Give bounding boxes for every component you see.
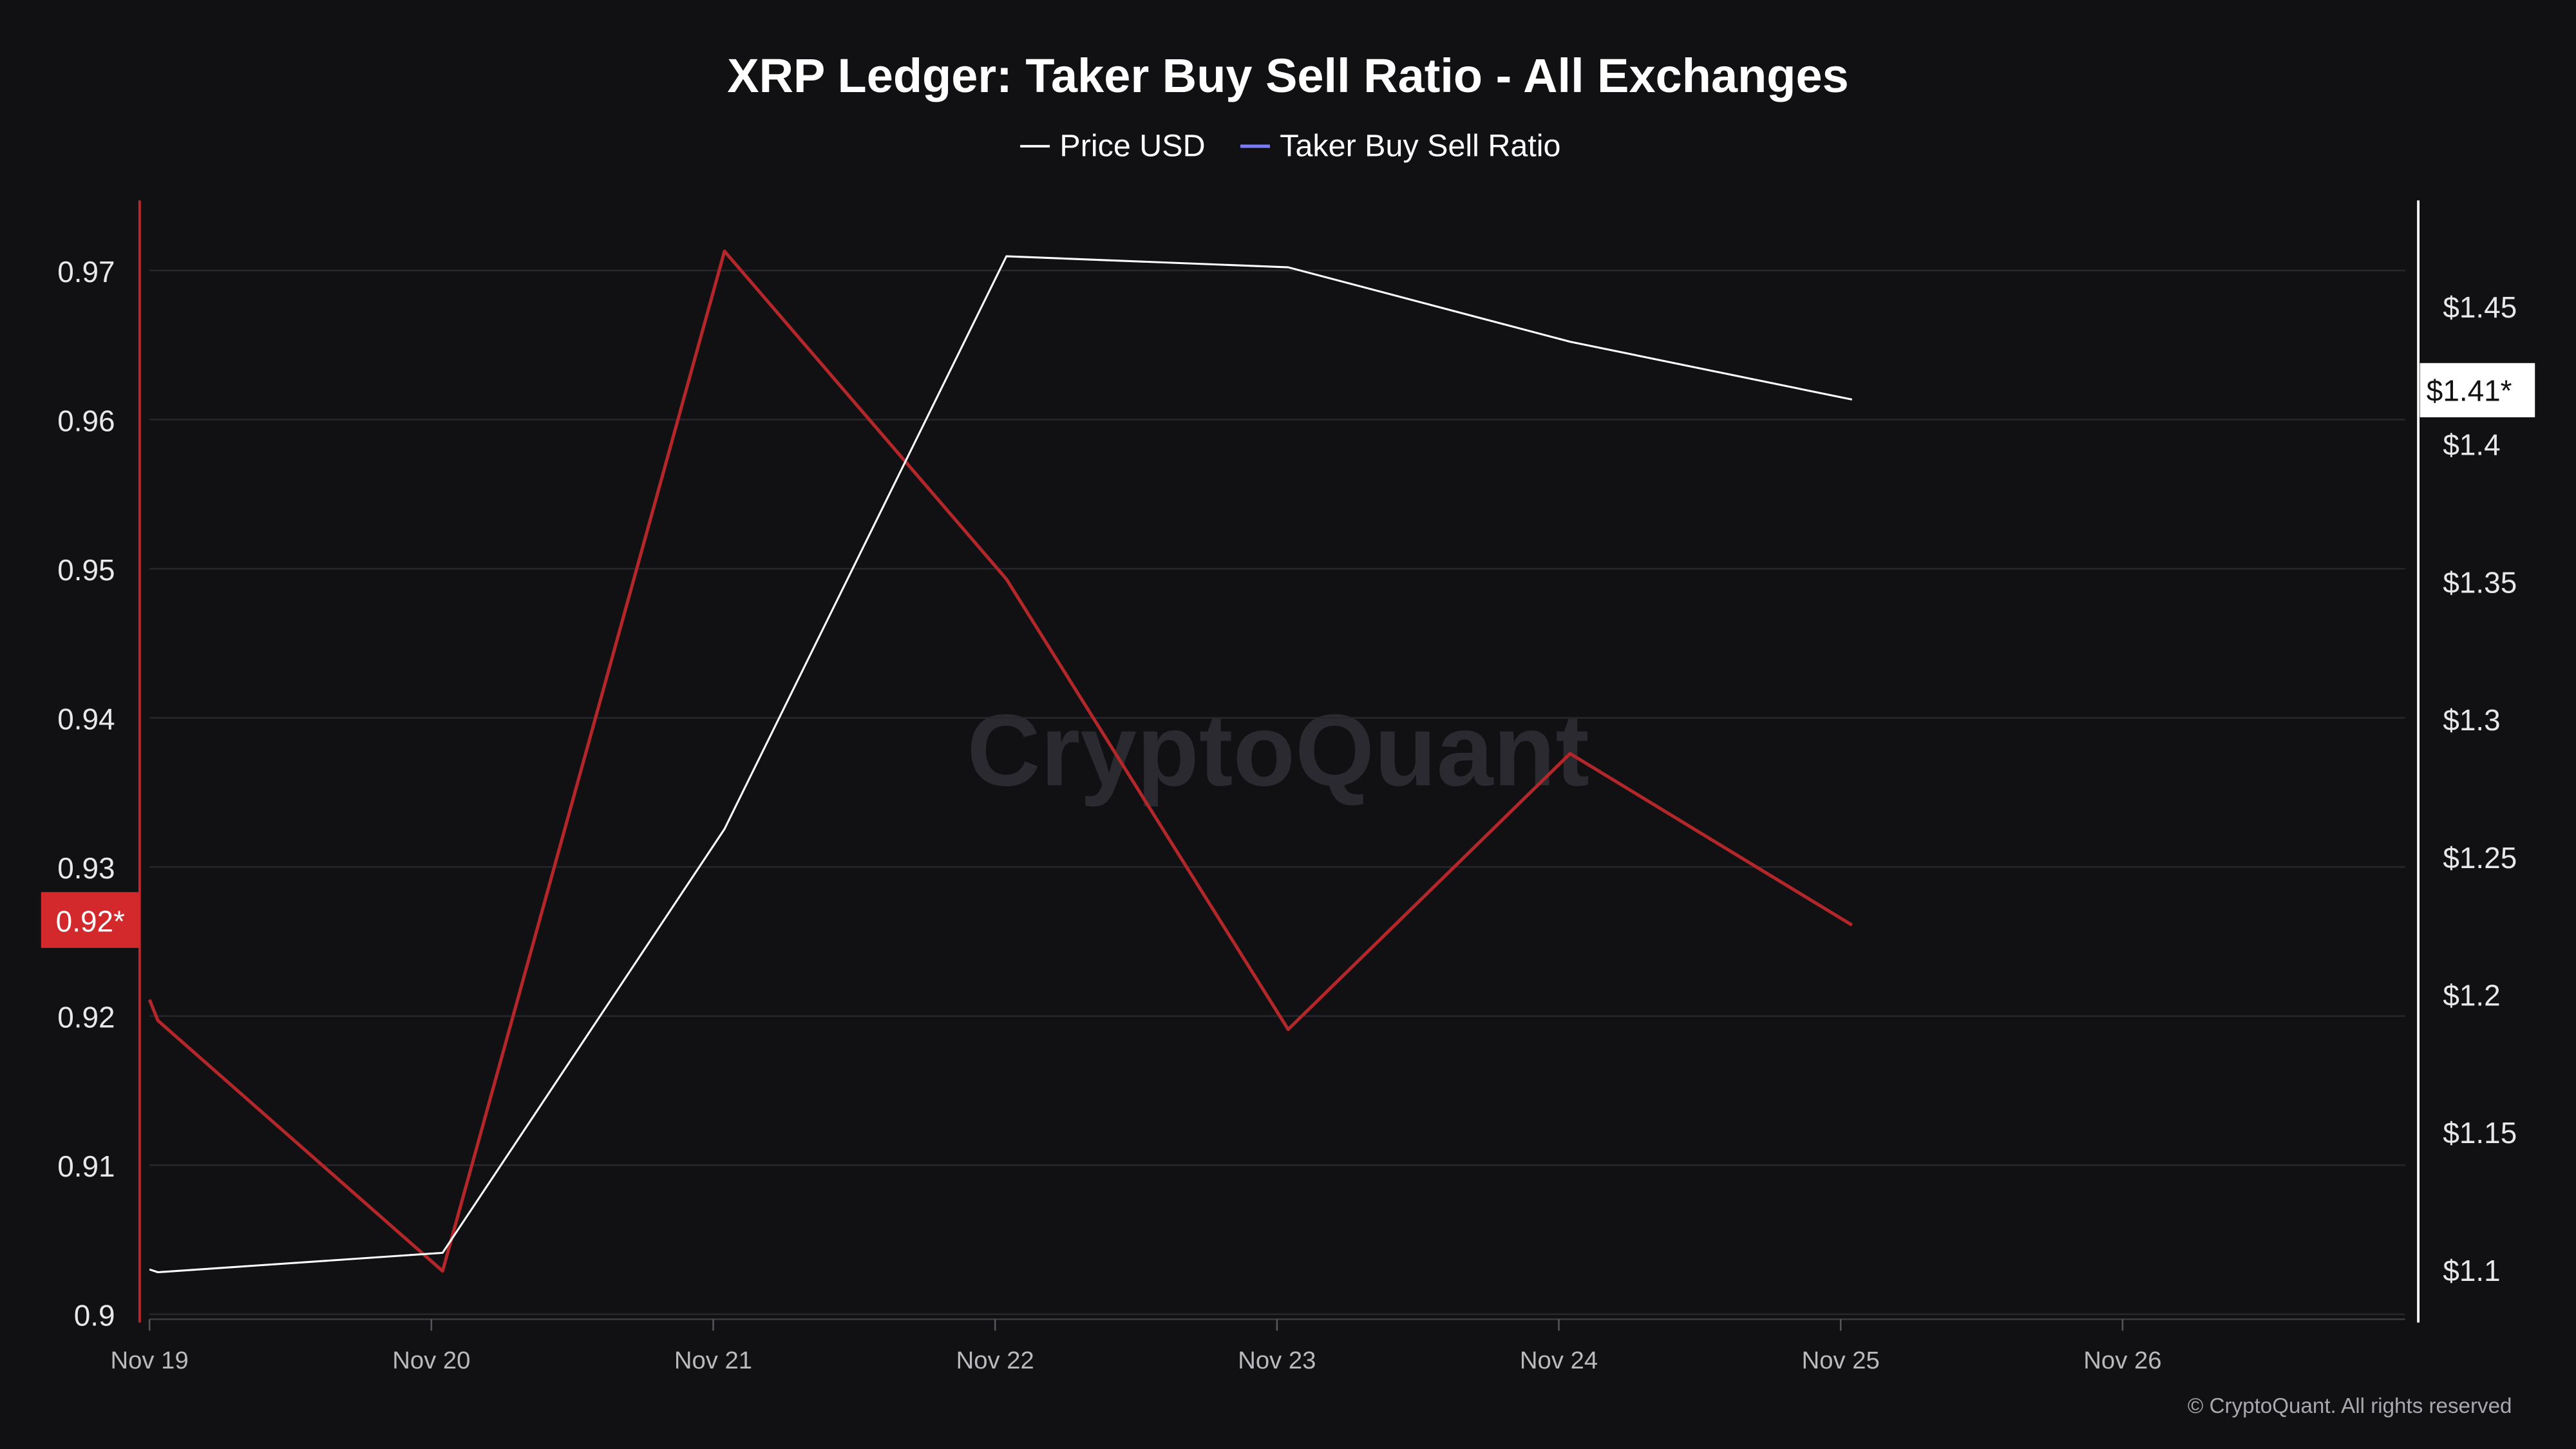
grid <box>149 269 2405 1316</box>
x-tick-label: Nov 22 <box>956 1347 1034 1374</box>
data-point-price-usd <box>1569 341 1571 342</box>
left-tick-label: 0.9 <box>74 1299 115 1332</box>
series-line-price-usd <box>149 255 1853 1274</box>
legend: Price USD Taker Buy Sell Ratio <box>1020 128 1561 163</box>
right-tick-label: $1.4 <box>2443 428 2500 462</box>
series-layer <box>147 249 1853 1274</box>
right-tick-label: $1.1 <box>2443 1254 2500 1287</box>
left-tick-label: 0.94 <box>57 703 115 736</box>
data-point-taker-buy-sell-ratio <box>1569 753 1571 754</box>
left-current-label-text: 0.92* <box>56 904 125 938</box>
left-tick-label: 0.97 <box>57 255 115 289</box>
legend-item-ratio[interactable]: Taker Buy Sell Ratio <box>1240 128 1561 163</box>
chart-title: XRP Ledger: Taker Buy Sell Ratio - All E… <box>727 49 1849 102</box>
left-current-label-bg <box>41 892 140 948</box>
left-tick-label: 0.92 <box>57 1001 115 1034</box>
x-tick-label: Nov 21 <box>674 1347 752 1374</box>
data-point-price-usd <box>1288 267 1289 268</box>
data-point-price-usd <box>1006 256 1007 257</box>
left-tick-label: 0.91 <box>57 1150 115 1183</box>
right-tick-label: $1.3 <box>2443 703 2500 737</box>
watermark: CryptoQuant <box>967 693 1589 807</box>
data-point-taker-buy-sell-ratio <box>1288 1029 1289 1030</box>
right-tick-label: $1.2 <box>2443 979 2500 1012</box>
right-current-label: $1.41* <box>2420 363 2535 417</box>
x-tick-label: Nov 25 <box>1802 1347 1880 1374</box>
left-current-label: 0.92* <box>41 892 140 948</box>
right-tick-label: $1.35 <box>2443 565 2517 599</box>
x-tick-label: Nov 23 <box>1238 1347 1316 1374</box>
axes: 0.9 0.91 0.92 0.93 0.94 0.95 0.96 0.97 $1.1 $1.15… <box>57 200 2517 1374</box>
right-tick-label: $1.25 <box>2443 841 2517 875</box>
left-tick-label: 0.95 <box>57 553 115 587</box>
right-current-label-bg <box>2420 363 2535 417</box>
data-point-price-usd <box>149 1269 150 1270</box>
x-tick-label: Nov 26 <box>2083 1347 2161 1374</box>
left-tick-label: 0.93 <box>57 851 115 885</box>
series-line-taker-buy-sell-ratio <box>147 249 1853 1273</box>
legend-label-ratio: Taker Buy Sell Ratio <box>1280 128 1560 163</box>
right-tick-label: $1.15 <box>2443 1116 2517 1150</box>
left-tick-label: 0.96 <box>57 404 115 437</box>
legend-item-price[interactable]: Price USD <box>1020 128 1206 163</box>
right-tick-label: $1.45 <box>2443 290 2517 324</box>
data-point-taker-buy-sell-ratio <box>149 999 150 1000</box>
legend-label-price: Price USD <box>1059 128 1205 163</box>
data-point-taker-buy-sell-ratio <box>1006 579 1007 580</box>
x-tick-label: Nov 24 <box>1520 1347 1598 1374</box>
copyright-footer: © CryptoQuant. All rights reserved <box>2188 1394 2512 1418</box>
right-current-label-text: $1.41* <box>2427 374 2512 407</box>
data-point-taker-buy-sell-ratio <box>724 251 725 252</box>
x-tick-label: Nov 19 <box>111 1347 189 1374</box>
x-tick-label: Nov 20 <box>392 1347 470 1374</box>
